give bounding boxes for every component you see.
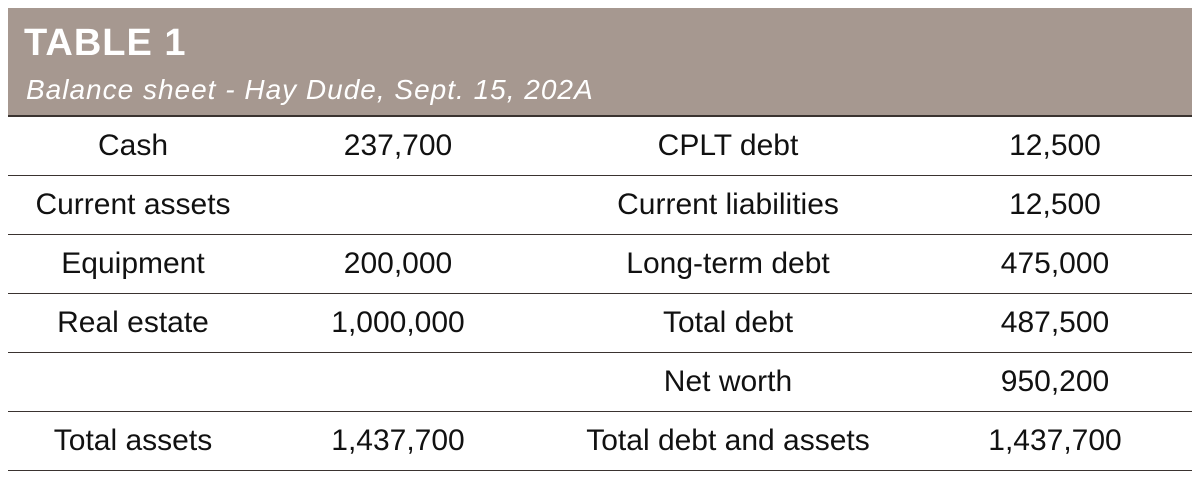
subtitle: Balance sheet - Hay Dude, Sept. 15, 202A — [26, 74, 594, 105]
table-row: Total assets 1,437,700 Total debt and asse… — [8, 411, 1192, 471]
table-cell: CPLT debt — [538, 117, 918, 176]
balance-table: Cash 237,700 CPLT debt 12,500 Current assets… — [8, 117, 1192, 471]
table-cell: 237,700 — [258, 117, 538, 176]
table-cell: 1,000,000 — [258, 293, 538, 353]
table-cell: 475,000 — [918, 234, 1192, 294]
table-cell: Current liabilities — [538, 175, 918, 235]
table-row: Cash 237,700 CPLT debt 12,500 — [8, 117, 1192, 176]
table-cell — [258, 352, 538, 412]
table-cell: Long-term debt — [538, 234, 918, 294]
table-cell — [258, 175, 538, 235]
table-cell — [8, 352, 258, 412]
table-body: Cash 237,700 CPLT debt 12,500 Current assets… — [8, 117, 1192, 471]
table-cell: Current assets — [8, 175, 258, 235]
table-cell: 487,500 — [918, 293, 1192, 353]
table-cell: Total debt and assets — [538, 411, 918, 471]
header: TABLE 1 Balance sheet - Hay Dude, Sept. … — [8, 8, 1192, 117]
table-cell: 12,500 — [918, 175, 1192, 235]
table-cell: Net worth — [538, 352, 918, 412]
table-cell: 12,500 — [918, 117, 1192, 176]
table-row: Real estate 1,000,000 Total debt 487,500 — [8, 293, 1192, 353]
table-cell: 950,200 — [918, 352, 1192, 412]
table-row: Net worth 950,200 — [8, 352, 1192, 412]
table-cell: 1,437,700 — [918, 411, 1192, 471]
table-cell: Total assets — [8, 411, 258, 471]
table-card: TABLE 1 Balance sheet - Hay Dude, Sept. … — [8, 8, 1192, 471]
table-row: Current assets Current liabilities 12,500 — [8, 175, 1192, 235]
table-cell: 1,437,700 — [258, 411, 538, 471]
table-cell: Real estate — [8, 293, 258, 353]
table-cell: Total debt — [538, 293, 918, 353]
table-cell: Cash — [8, 117, 258, 176]
table-cell: 200,000 — [258, 234, 538, 294]
table-row: Equipment 200,000 Long-term debt 475,000 — [8, 234, 1192, 294]
table-cell: Equipment — [8, 234, 258, 294]
title: TABLE 1 — [24, 22, 187, 64]
